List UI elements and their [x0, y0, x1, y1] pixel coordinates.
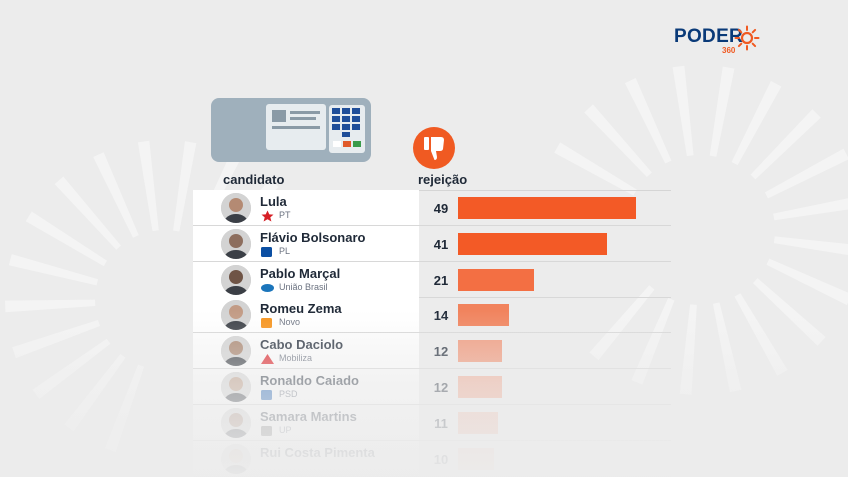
chart-row: Cabo Daciolo Mobiliza 12: [193, 333, 671, 370]
thumbs-down-icon: [413, 127, 455, 169]
background-ray: [773, 236, 848, 256]
data-label: 12: [433, 380, 449, 395]
brand-suffix: 360: [722, 46, 736, 55]
candidate-name: Ronaldo Caiado: [260, 373, 359, 388]
row-divider: [193, 225, 671, 226]
candidate-avatar: [221, 336, 251, 367]
sun-icon: [734, 25, 760, 51]
chart-row: Romeu Zema Novo 14: [193, 297, 671, 334]
candidate-avatar: [221, 372, 251, 402]
candidate-name: Samara Martins: [260, 408, 357, 424]
background-ray: [137, 140, 159, 232]
party-logo-icon: [261, 246, 272, 257]
candidate-name: Pablo Marçal: [260, 265, 341, 281]
row-divider: [193, 296, 671, 298]
chart-row: Ronaldo Caiado PSD 12: [193, 369, 671, 405]
party-name: PL: [279, 245, 291, 256]
data-label: 12: [433, 344, 449, 360]
candidate-avatar: [221, 193, 251, 223]
rejection-bar: [458, 268, 535, 291]
data-label: 49: [433, 201, 449, 216]
background-ray: [25, 211, 108, 267]
background-ray: [584, 104, 652, 178]
candidate-avatar: [221, 228, 251, 259]
data-label: 10: [433, 451, 449, 467]
candidate-name: Cabo Daciolo: [260, 337, 344, 353]
data-label: 21: [433, 272, 449, 288]
rejection-bar: [458, 197, 636, 219]
background-ray: [773, 198, 848, 221]
candidate-name: Rui Costa Pimenta: [260, 444, 375, 460]
rejection-bar: [458, 411, 498, 434]
party-name: PT: [279, 210, 291, 220]
chart-row: Flávio Bolsonaro PL 41: [193, 225, 671, 262]
background-ray: [764, 148, 848, 199]
candidate-avatar: [221, 407, 251, 438]
data-label: 11: [434, 415, 448, 431]
background-ray: [93, 152, 139, 238]
party-name: PSD: [279, 389, 298, 399]
party-logo-icon: [261, 318, 272, 329]
candidate-avatar: [221, 264, 251, 295]
rejection-bar: [458, 232, 607, 255]
rejection-bar: [458, 376, 502, 398]
background-ray: [766, 258, 848, 306]
background-ray: [8, 254, 99, 286]
party-name: Novo: [279, 317, 301, 328]
background-ray: [554, 142, 637, 196]
brand-name: PODER: [674, 26, 744, 47]
background-ray: [709, 66, 735, 157]
party-logo-icon: [261, 210, 274, 222]
chart-row: Rui Costa Pimenta 10: [193, 440, 671, 477]
chart-row: Pablo Marçal União Brasil 21: [193, 261, 671, 298]
party-logo-icon: [261, 425, 272, 436]
candidate-column-header: candidato: [223, 172, 285, 187]
row-divider: [193, 260, 671, 262]
rejection-bar: [458, 340, 502, 363]
background-ray: [5, 299, 96, 313]
voting-machine-icon: [211, 98, 371, 162]
row-divider: [193, 475, 671, 477]
poder360-logo: PODER 360: [674, 25, 764, 56]
chart-row: Lula PT 49: [193, 190, 671, 226]
background-ray: [54, 176, 121, 250]
data-label: 14: [433, 308, 449, 324]
background-ray: [672, 65, 694, 157]
rejection-column-header: rejeição: [418, 172, 468, 187]
party-name: UP: [279, 424, 292, 435]
background-ray: [624, 78, 672, 164]
background-ray: [712, 302, 742, 393]
header-divider: [193, 190, 671, 191]
candidate-name: Romeu Zema: [260, 301, 342, 317]
chart-row: Samara Martins UP 11: [193, 404, 671, 441]
background-ray: [750, 109, 821, 180]
party-logo-icon: [261, 390, 272, 400]
rejection-bar: [458, 447, 495, 470]
candidate-name: Flávio Bolsonaro: [260, 229, 366, 245]
rejection-bar: [458, 304, 509, 327]
background-ray: [679, 304, 697, 395]
candidate-avatar: [221, 443, 251, 474]
party-logo-icon: [261, 354, 274, 365]
background-ray: [731, 80, 782, 166]
party-name: União Brasil: [279, 281, 328, 292]
data-label: 41: [433, 236, 449, 252]
candidate-name: Lula: [260, 194, 287, 209]
party-name: Mobiliza: [279, 353, 313, 364]
background-ray: [173, 141, 197, 232]
party-logo-icon: [261, 283, 274, 292]
